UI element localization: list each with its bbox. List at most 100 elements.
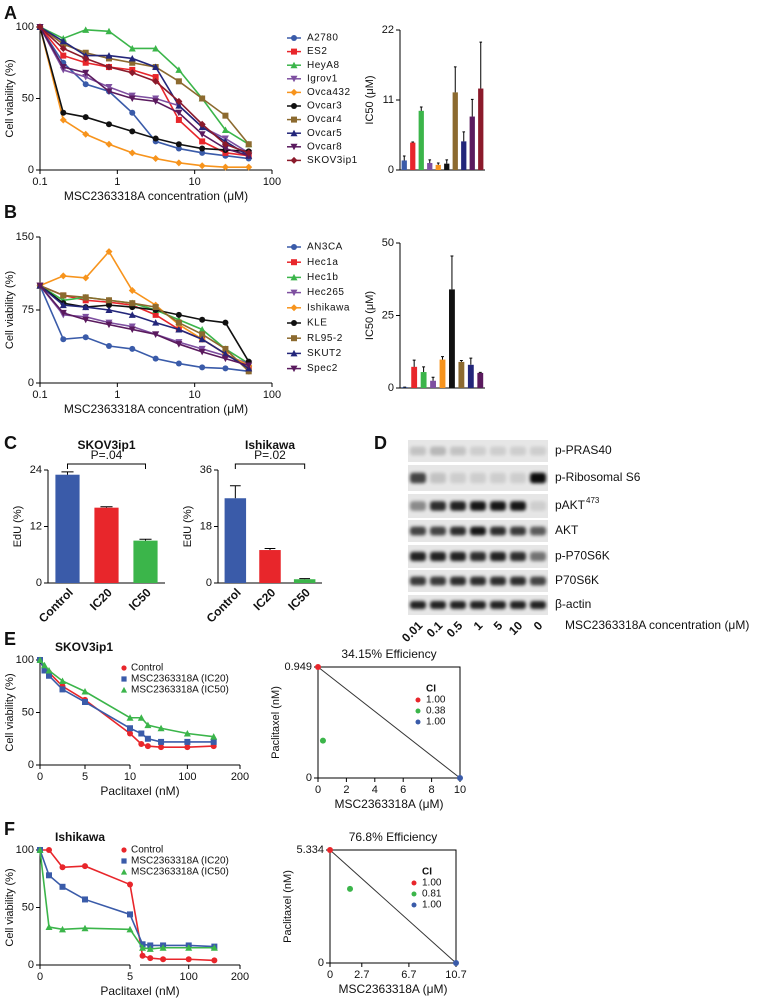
data-point xyxy=(105,140,113,148)
legend-label: SKOV3ip1 xyxy=(307,155,358,166)
legend-label: A2780 xyxy=(307,33,338,44)
blot-band xyxy=(510,472,526,484)
series-line xyxy=(39,26,250,154)
bar xyxy=(439,359,446,388)
legend-label: Ovcar4 xyxy=(307,114,342,125)
x-tick-label: 10 xyxy=(189,389,201,401)
blot-band xyxy=(510,551,526,562)
y-tick-label: 50 xyxy=(22,706,34,718)
series-line xyxy=(40,849,215,962)
x-axis-label: Paclitaxel (nM) xyxy=(100,984,179,998)
data-point xyxy=(221,145,229,153)
data-point xyxy=(144,743,151,750)
data-point xyxy=(45,667,53,674)
annotation: P=.02 xyxy=(254,448,286,462)
legend-marker xyxy=(291,244,297,250)
y-tick-label: 75 xyxy=(22,304,34,316)
error-bar xyxy=(402,155,406,161)
x-tick-label: IC50 xyxy=(126,585,154,613)
series-line xyxy=(39,285,250,370)
series-line xyxy=(39,26,249,157)
x-tick-label: 10 xyxy=(189,176,201,188)
data-point xyxy=(184,744,191,751)
x-tick-label: 6 xyxy=(400,784,406,796)
blot-label-sup: 473 xyxy=(586,496,600,505)
x-tick-label: 100 xyxy=(178,771,196,783)
blot-band xyxy=(470,501,486,511)
data-point xyxy=(158,738,165,745)
chart-title: 76.8% Efficiency xyxy=(349,830,438,844)
bar xyxy=(444,163,450,170)
blot-band xyxy=(490,526,506,536)
legend-label: Hec265 xyxy=(307,287,344,298)
legend-marker xyxy=(290,349,298,357)
blot-band xyxy=(410,501,426,511)
legend-marker xyxy=(121,847,127,853)
error-bar xyxy=(428,159,432,163)
y-axis-label: Cell viability (%) xyxy=(4,271,16,349)
data-point xyxy=(152,319,160,326)
bar xyxy=(478,88,484,170)
data-point xyxy=(185,956,192,963)
x-tick-label: 0 xyxy=(327,969,333,981)
error-bar xyxy=(229,485,241,499)
series-line xyxy=(39,26,249,153)
x-tick-label: 100 xyxy=(263,176,281,188)
data-point xyxy=(128,149,136,157)
y-tick-label: 36 xyxy=(200,464,212,476)
legend-label: SKUT2 xyxy=(307,348,342,359)
y-tick-label: 50 xyxy=(22,901,34,913)
data-point xyxy=(152,355,159,362)
data-point xyxy=(128,326,136,333)
legend-marker xyxy=(120,686,128,693)
legend-marker xyxy=(291,320,297,326)
x-tick-label: Control xyxy=(204,585,244,625)
data-point xyxy=(152,77,160,85)
data-point xyxy=(175,141,182,148)
blot-band xyxy=(510,446,526,456)
error-bar xyxy=(411,141,415,143)
blot-label: β-actin xyxy=(555,597,591,611)
data-point xyxy=(82,81,89,88)
data-point xyxy=(82,316,90,324)
legend-marker xyxy=(290,88,298,96)
series-line xyxy=(39,26,249,154)
data-point xyxy=(175,109,183,117)
data-point xyxy=(127,881,133,888)
lane-label: 0.1 xyxy=(424,618,446,640)
lane-label: 10 xyxy=(506,618,526,638)
legend-marker xyxy=(291,335,297,342)
error-bar xyxy=(470,98,474,117)
x-tick-label: 0.1 xyxy=(32,176,47,188)
blot-band xyxy=(470,576,486,586)
blot-band xyxy=(490,601,506,609)
data-point xyxy=(198,131,206,138)
x-tick-label: 2 xyxy=(343,784,349,796)
data-point xyxy=(82,59,89,66)
error-bar xyxy=(422,366,426,373)
legend-marker xyxy=(121,858,127,864)
bar xyxy=(449,289,455,388)
error-bar xyxy=(139,538,152,541)
error-bar xyxy=(431,376,435,381)
blot-band xyxy=(510,601,526,609)
blot-band xyxy=(490,576,506,586)
data-point xyxy=(198,348,206,356)
data-point xyxy=(152,44,160,52)
data-point xyxy=(82,69,90,77)
data-point xyxy=(327,847,333,853)
data-point xyxy=(222,319,229,326)
x-tick-label: 200 xyxy=(231,771,249,783)
legend-label: Ovcar3 xyxy=(307,101,342,112)
y-tick-label: 24 xyxy=(30,464,42,476)
data-point xyxy=(175,159,183,167)
data-point xyxy=(129,300,136,307)
data-point xyxy=(144,735,151,742)
data-point xyxy=(60,52,67,59)
y-tick-label: 50 xyxy=(22,92,34,104)
bar xyxy=(293,579,316,583)
legend-label: Control xyxy=(131,663,163,674)
data-point xyxy=(41,667,48,674)
legend-marker xyxy=(121,665,127,671)
x-tick-label: IC20 xyxy=(87,585,115,613)
